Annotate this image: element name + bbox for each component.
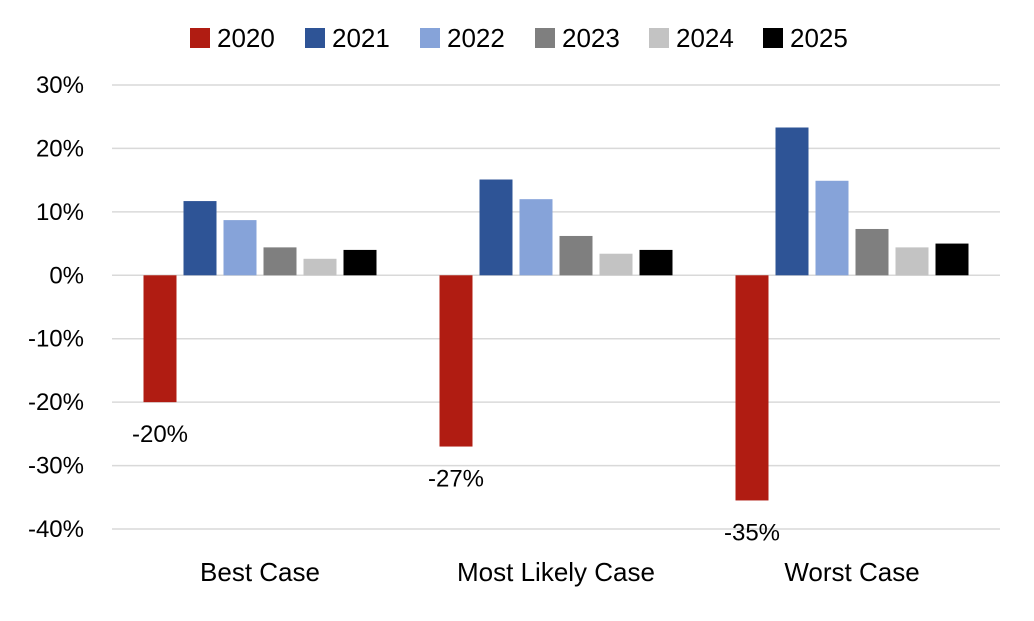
bars <box>143 127 969 501</box>
bar-2020-best-case <box>143 275 177 403</box>
legend-label: 2020 <box>217 23 275 53</box>
x-category-label: Most Likely Case <box>457 557 655 587</box>
y-tick-label: 10% <box>36 199 84 226</box>
bar-2024-best-case <box>303 258 337 276</box>
bar-2022-most-likely-case <box>519 199 553 276</box>
legend-swatch <box>763 28 783 48</box>
bar-2022-best-case <box>223 220 257 276</box>
bar-2021-worst-case <box>775 127 809 276</box>
y-tick-label: -40% <box>28 516 84 543</box>
y-axis: 30% 20% 10% 0% -10% -20% -30% -40% <box>28 72 84 543</box>
bar-2020-most-likely-case <box>439 275 473 447</box>
bar-2021-most-likely-case <box>479 179 513 276</box>
bar-2023-best-case <box>263 247 297 276</box>
data-label: -27% <box>428 466 484 493</box>
y-tick-label: 20% <box>36 135 84 162</box>
legend: 2020 2021 2022 2023 2024 2025 <box>190 23 848 53</box>
y-tick-label: 30% <box>36 72 84 99</box>
legend-label: 2023 <box>562 23 620 53</box>
data-label: -35% <box>724 519 780 546</box>
bar-2021-best-case <box>183 201 217 276</box>
legend-label: 2021 <box>332 23 390 53</box>
bar-2023-most-likely-case <box>559 235 593 276</box>
y-tick-label: 0% <box>49 262 84 289</box>
y-tick-label: -10% <box>28 326 84 353</box>
bar-2023-worst-case <box>855 228 889 276</box>
legend-swatch <box>305 28 325 48</box>
data-labels: -20% -27% -35% <box>132 421 780 546</box>
bar-2022-worst-case <box>815 180 849 276</box>
bar-2020-worst-case <box>735 275 769 501</box>
bar-2025-best-case <box>343 249 377 276</box>
x-category-label: Best Case <box>200 557 320 587</box>
bar-2025-worst-case <box>935 243 969 276</box>
x-category-label: Worst Case <box>784 557 919 587</box>
y-tick-label: -30% <box>28 453 84 480</box>
data-label: -20% <box>132 421 188 448</box>
legend-label: 2024 <box>676 23 734 53</box>
legend-swatch <box>420 28 440 48</box>
gridlines <box>112 84 1000 530</box>
legend-swatch <box>649 28 669 48</box>
bar-2025-most-likely-case <box>639 249 673 276</box>
y-tick-label: -20% <box>28 389 84 416</box>
bar-2024-worst-case <box>895 247 929 276</box>
legend-label: 2025 <box>790 23 848 53</box>
x-axis: Best Case Most Likely Case Worst Case <box>200 557 920 587</box>
bar-2024-most-likely-case <box>599 253 633 276</box>
legend-label: 2022 <box>447 23 505 53</box>
legend-swatch <box>535 28 555 48</box>
legend-swatch <box>190 28 210 48</box>
